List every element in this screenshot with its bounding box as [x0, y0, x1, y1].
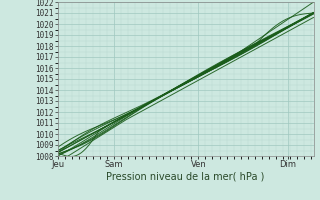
X-axis label: Pression niveau de la mer( hPa ): Pression niveau de la mer( hPa ): [107, 172, 265, 182]
